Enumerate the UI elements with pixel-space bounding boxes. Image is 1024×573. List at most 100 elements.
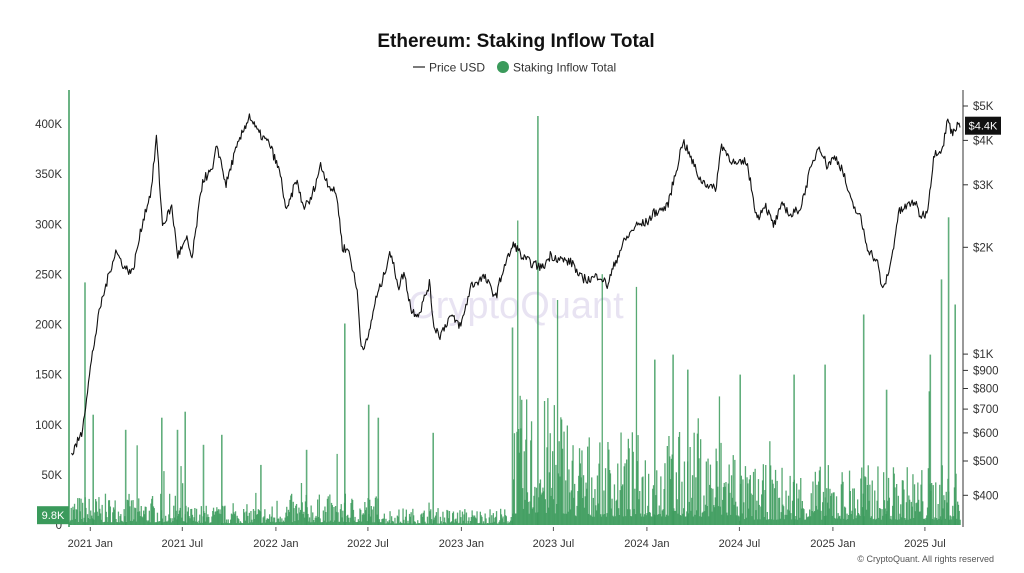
staking-bar <box>204 512 206 525</box>
staking-bar <box>704 511 706 525</box>
staking-bar <box>179 507 181 525</box>
staking-bar <box>926 515 928 525</box>
staking-bar <box>457 523 459 525</box>
staking-bar <box>428 502 430 525</box>
staking-bar <box>107 521 109 525</box>
right-axis-ticks: $400 $500 $600 $700 $800 $900 $1K $2K $3K $4K $5K <box>963 101 999 502</box>
staking-bar <box>472 515 474 525</box>
staking-bar <box>99 513 102 525</box>
staking-bar <box>513 479 515 525</box>
staking-bar <box>655 495 657 525</box>
staking-bar <box>247 515 249 525</box>
staking-bar <box>278 518 280 525</box>
staking-bar <box>261 522 263 525</box>
staking-bar <box>897 495 899 525</box>
staking-bar <box>952 505 954 525</box>
staking-bar <box>787 495 790 525</box>
staking-bar <box>574 515 577 525</box>
staking-bar <box>112 507 115 525</box>
staking-bar <box>777 519 779 525</box>
staking-bar <box>873 518 875 525</box>
staking-bar <box>74 519 76 525</box>
staking-bar <box>73 509 75 525</box>
staking-bar <box>402 508 404 525</box>
staking-bar <box>143 514 146 525</box>
staking-bar <box>625 516 627 525</box>
staking-bar <box>411 523 413 525</box>
staking-bar <box>852 488 854 525</box>
staking-bar <box>357 519 359 525</box>
staking-bar <box>869 484 871 525</box>
staking-bar <box>337 512 339 525</box>
staking-bar <box>861 467 863 525</box>
staking-bar <box>565 480 567 525</box>
staking-bar <box>604 468 607 525</box>
staking-bar <box>853 488 855 525</box>
staking-bar <box>132 500 134 525</box>
staking-bar <box>89 519 91 525</box>
staking-bar <box>916 502 918 525</box>
staking-bar <box>875 518 877 525</box>
staking-bar <box>228 523 230 525</box>
staking-bar <box>256 514 259 525</box>
staking-bar <box>263 516 265 525</box>
staking-bar <box>82 502 84 525</box>
staking-bar <box>108 500 111 525</box>
staking-bar <box>646 513 648 525</box>
staking-bar <box>871 480 873 525</box>
staking-bar <box>657 514 660 525</box>
staking-bar <box>942 508 944 525</box>
staking-bar <box>360 521 363 525</box>
staking-bar <box>478 522 481 525</box>
staking-bar <box>127 500 129 525</box>
staking-bar <box>670 479 672 525</box>
staking-bar <box>761 480 764 525</box>
staking-bar <box>462 520 464 525</box>
staking-bar <box>714 497 716 525</box>
staking-bar <box>481 516 483 525</box>
staking-bar <box>906 467 908 525</box>
staking-bar <box>767 519 769 525</box>
staking-bar <box>421 516 424 525</box>
legend: Price USD Staking Inflow Total <box>413 61 616 75</box>
staking-bar <box>685 516 687 525</box>
staking-bar <box>523 451 525 525</box>
left-axis-tick-label: 50K <box>42 470 63 482</box>
staking-bar <box>156 522 158 525</box>
staking-bar <box>913 484 916 525</box>
staking-bar <box>535 512 537 525</box>
staking-bar <box>350 503 352 525</box>
staking-bar <box>385 518 387 525</box>
staking-bar <box>342 510 344 525</box>
staking-bar <box>188 516 190 525</box>
staking-bar <box>796 519 799 525</box>
staking-bar <box>384 523 386 525</box>
staking-bar <box>267 518 269 525</box>
staking-bar <box>950 519 952 525</box>
staking-bar <box>430 509 432 525</box>
staking-bar <box>517 220 519 525</box>
staking-bar <box>666 446 668 525</box>
staking-bar <box>382 518 385 525</box>
staking-bar <box>800 508 803 525</box>
staking-bar <box>769 441 771 525</box>
staking-bar <box>535 487 538 525</box>
staking-bar <box>507 521 509 525</box>
staking-bar <box>122 522 124 525</box>
staking-bar <box>688 501 690 525</box>
staking-bar <box>138 511 141 525</box>
staking-bar <box>800 478 802 525</box>
staking-bar <box>125 522 128 525</box>
staking-bar <box>248 512 250 525</box>
staking-bar <box>212 507 215 525</box>
staking-bar <box>482 521 485 525</box>
staking-bar <box>725 482 727 525</box>
staking-bar <box>81 519 83 525</box>
staking-bar <box>145 506 147 525</box>
staking-bar <box>539 479 542 525</box>
staking-bar <box>766 512 768 525</box>
staking-spike-bar <box>793 374 795 525</box>
staking-bar <box>855 518 857 525</box>
staking-bar <box>680 515 682 525</box>
staking-bar <box>224 505 226 525</box>
